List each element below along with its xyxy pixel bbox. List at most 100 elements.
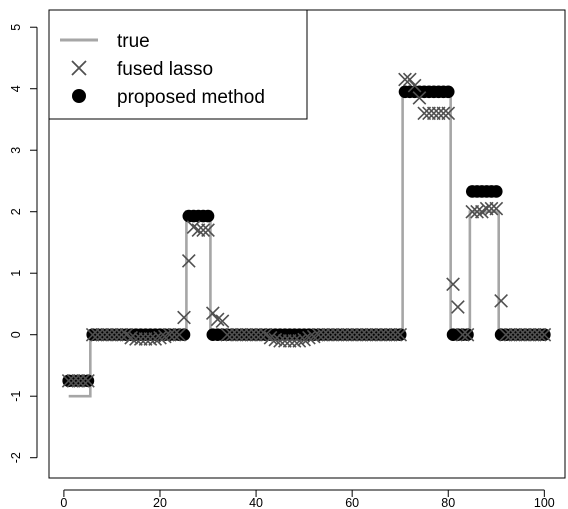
fused-lasso-point (489, 201, 504, 216)
fused-lasso-point (172, 327, 187, 342)
fused-lasso-point (407, 78, 422, 93)
proposed-method-point (489, 185, 503, 198)
x-tick-label: 60 (345, 496, 359, 509)
fused-lasso-point (455, 327, 470, 342)
legend-label-true: true (117, 31, 150, 52)
fused-lasso-point (532, 327, 547, 342)
fused-lasso-points (61, 72, 552, 388)
fused-lasso-point (460, 327, 475, 342)
fused-lasso-point (378, 327, 393, 342)
fused-lasso-point (426, 106, 441, 121)
fused-lasso-point (105, 327, 119, 342)
fused-lasso-point (263, 330, 278, 345)
legend-label-proposed-method: proposed method (117, 87, 265, 108)
fused-lasso-point (359, 327, 374, 342)
fused-lasso-point (191, 223, 206, 238)
fused-lasso-point (201, 223, 215, 238)
fused-lasso-point (398, 72, 412, 87)
fused-lasso-point (345, 327, 360, 342)
fused-lasso-point (210, 312, 225, 327)
legend-label-fused-lasso: fused lasso (117, 59, 213, 80)
y-tick-label: 3 (9, 147, 23, 154)
y-tick-label: -2 (9, 452, 23, 463)
fused-lasso-point (234, 327, 249, 342)
fused-lasso-point (523, 327, 537, 342)
fused-lasso-point (402, 72, 417, 87)
fused-lasso-point (181, 254, 196, 268)
y-tick-label: 5 (9, 24, 23, 31)
fused-lasso-point (282, 333, 297, 348)
x-tick-label: 20 (153, 496, 167, 509)
fused-lasso-point (302, 330, 316, 345)
fused-lasso-point (278, 333, 292, 348)
fused-lasso-point (229, 327, 244, 342)
fused-lasso-point (527, 327, 542, 342)
fused-lasso-point (350, 327, 364, 342)
fused-lasso-point (431, 106, 446, 121)
fused-lasso-point (321, 327, 336, 342)
fused-lasso-point (441, 106, 456, 121)
legend-fused-lasso-swatch (71, 60, 87, 76)
fused-lasso-point (297, 332, 311, 347)
fused-lasso-point (249, 327, 263, 342)
fused-lasso-point (311, 327, 326, 342)
fused-lasso-point (412, 91, 427, 105)
fused-lasso-point (335, 327, 350, 342)
fused-lasso-point (90, 327, 105, 342)
y-tick-label: 0 (9, 331, 23, 338)
fused-lasso-point (494, 294, 508, 308)
fused-lasso-point (215, 314, 230, 329)
fused-lasso-point (417, 106, 432, 121)
fused-lasso-point (148, 332, 163, 346)
fused-lasso-point (292, 333, 307, 348)
fused-lasso-point (81, 373, 95, 388)
fused-lasso-point (393, 327, 408, 342)
fused-lasso-point (133, 332, 148, 346)
fused-lasso-point (513, 327, 528, 342)
fused-lasso-point (383, 327, 398, 342)
fused-lasso-point (167, 327, 182, 342)
fused-lasso-point (422, 106, 436, 121)
x-tick-label: 80 (441, 496, 455, 509)
proposed-method-point (201, 209, 215, 223)
fused-lasso-point (316, 327, 331, 342)
fused-lasso-point (205, 306, 220, 321)
fused-lasso-point (508, 327, 523, 342)
fused-lasso-point (76, 373, 90, 388)
fused-lasso-point (61, 373, 76, 388)
fused-lasso-point (436, 106, 451, 121)
fused-lasso-point (518, 327, 532, 342)
fused-lasso-point (85, 327, 100, 342)
fused-lasso-point (479, 201, 494, 216)
x-tick-label: 0 (60, 496, 67, 509)
fused-lasso-point (239, 327, 254, 342)
y-tick-label: -1 (9, 391, 23, 402)
legend-proposed-method-swatch (72, 89, 86, 103)
fused-lasso-point (340, 327, 355, 342)
fused-lasso-point (484, 201, 499, 216)
fused-lasso-point (138, 332, 153, 346)
fused-lasso-point (369, 327, 384, 342)
fused-lasso-point (100, 327, 114, 342)
fused-lasso-point (326, 327, 340, 342)
fused-lasso-point (354, 327, 369, 342)
fused-lasso-point (129, 332, 143, 346)
fused-lasso-point (177, 310, 191, 325)
fused-lasso-point (196, 223, 211, 238)
fused-lasso-point (109, 327, 124, 342)
x-tick-label: 40 (249, 496, 263, 509)
fused-lasso-point (364, 327, 379, 342)
fused-lasso-point (388, 327, 403, 342)
fused-lasso-point (71, 373, 86, 388)
y-tick-label: 4 (9, 85, 23, 92)
fused-lasso-point (66, 373, 81, 388)
fused-lasso-point (114, 327, 129, 342)
fused-lasso-point (220, 327, 235, 342)
fused-lasso-point (95, 327, 110, 342)
fused-lasso-point (254, 327, 268, 342)
y-tick-label: 2 (9, 208, 23, 215)
fused-lasso-point (503, 327, 518, 342)
proposed-method-point (441, 85, 455, 99)
fused-lasso-point (446, 277, 460, 292)
